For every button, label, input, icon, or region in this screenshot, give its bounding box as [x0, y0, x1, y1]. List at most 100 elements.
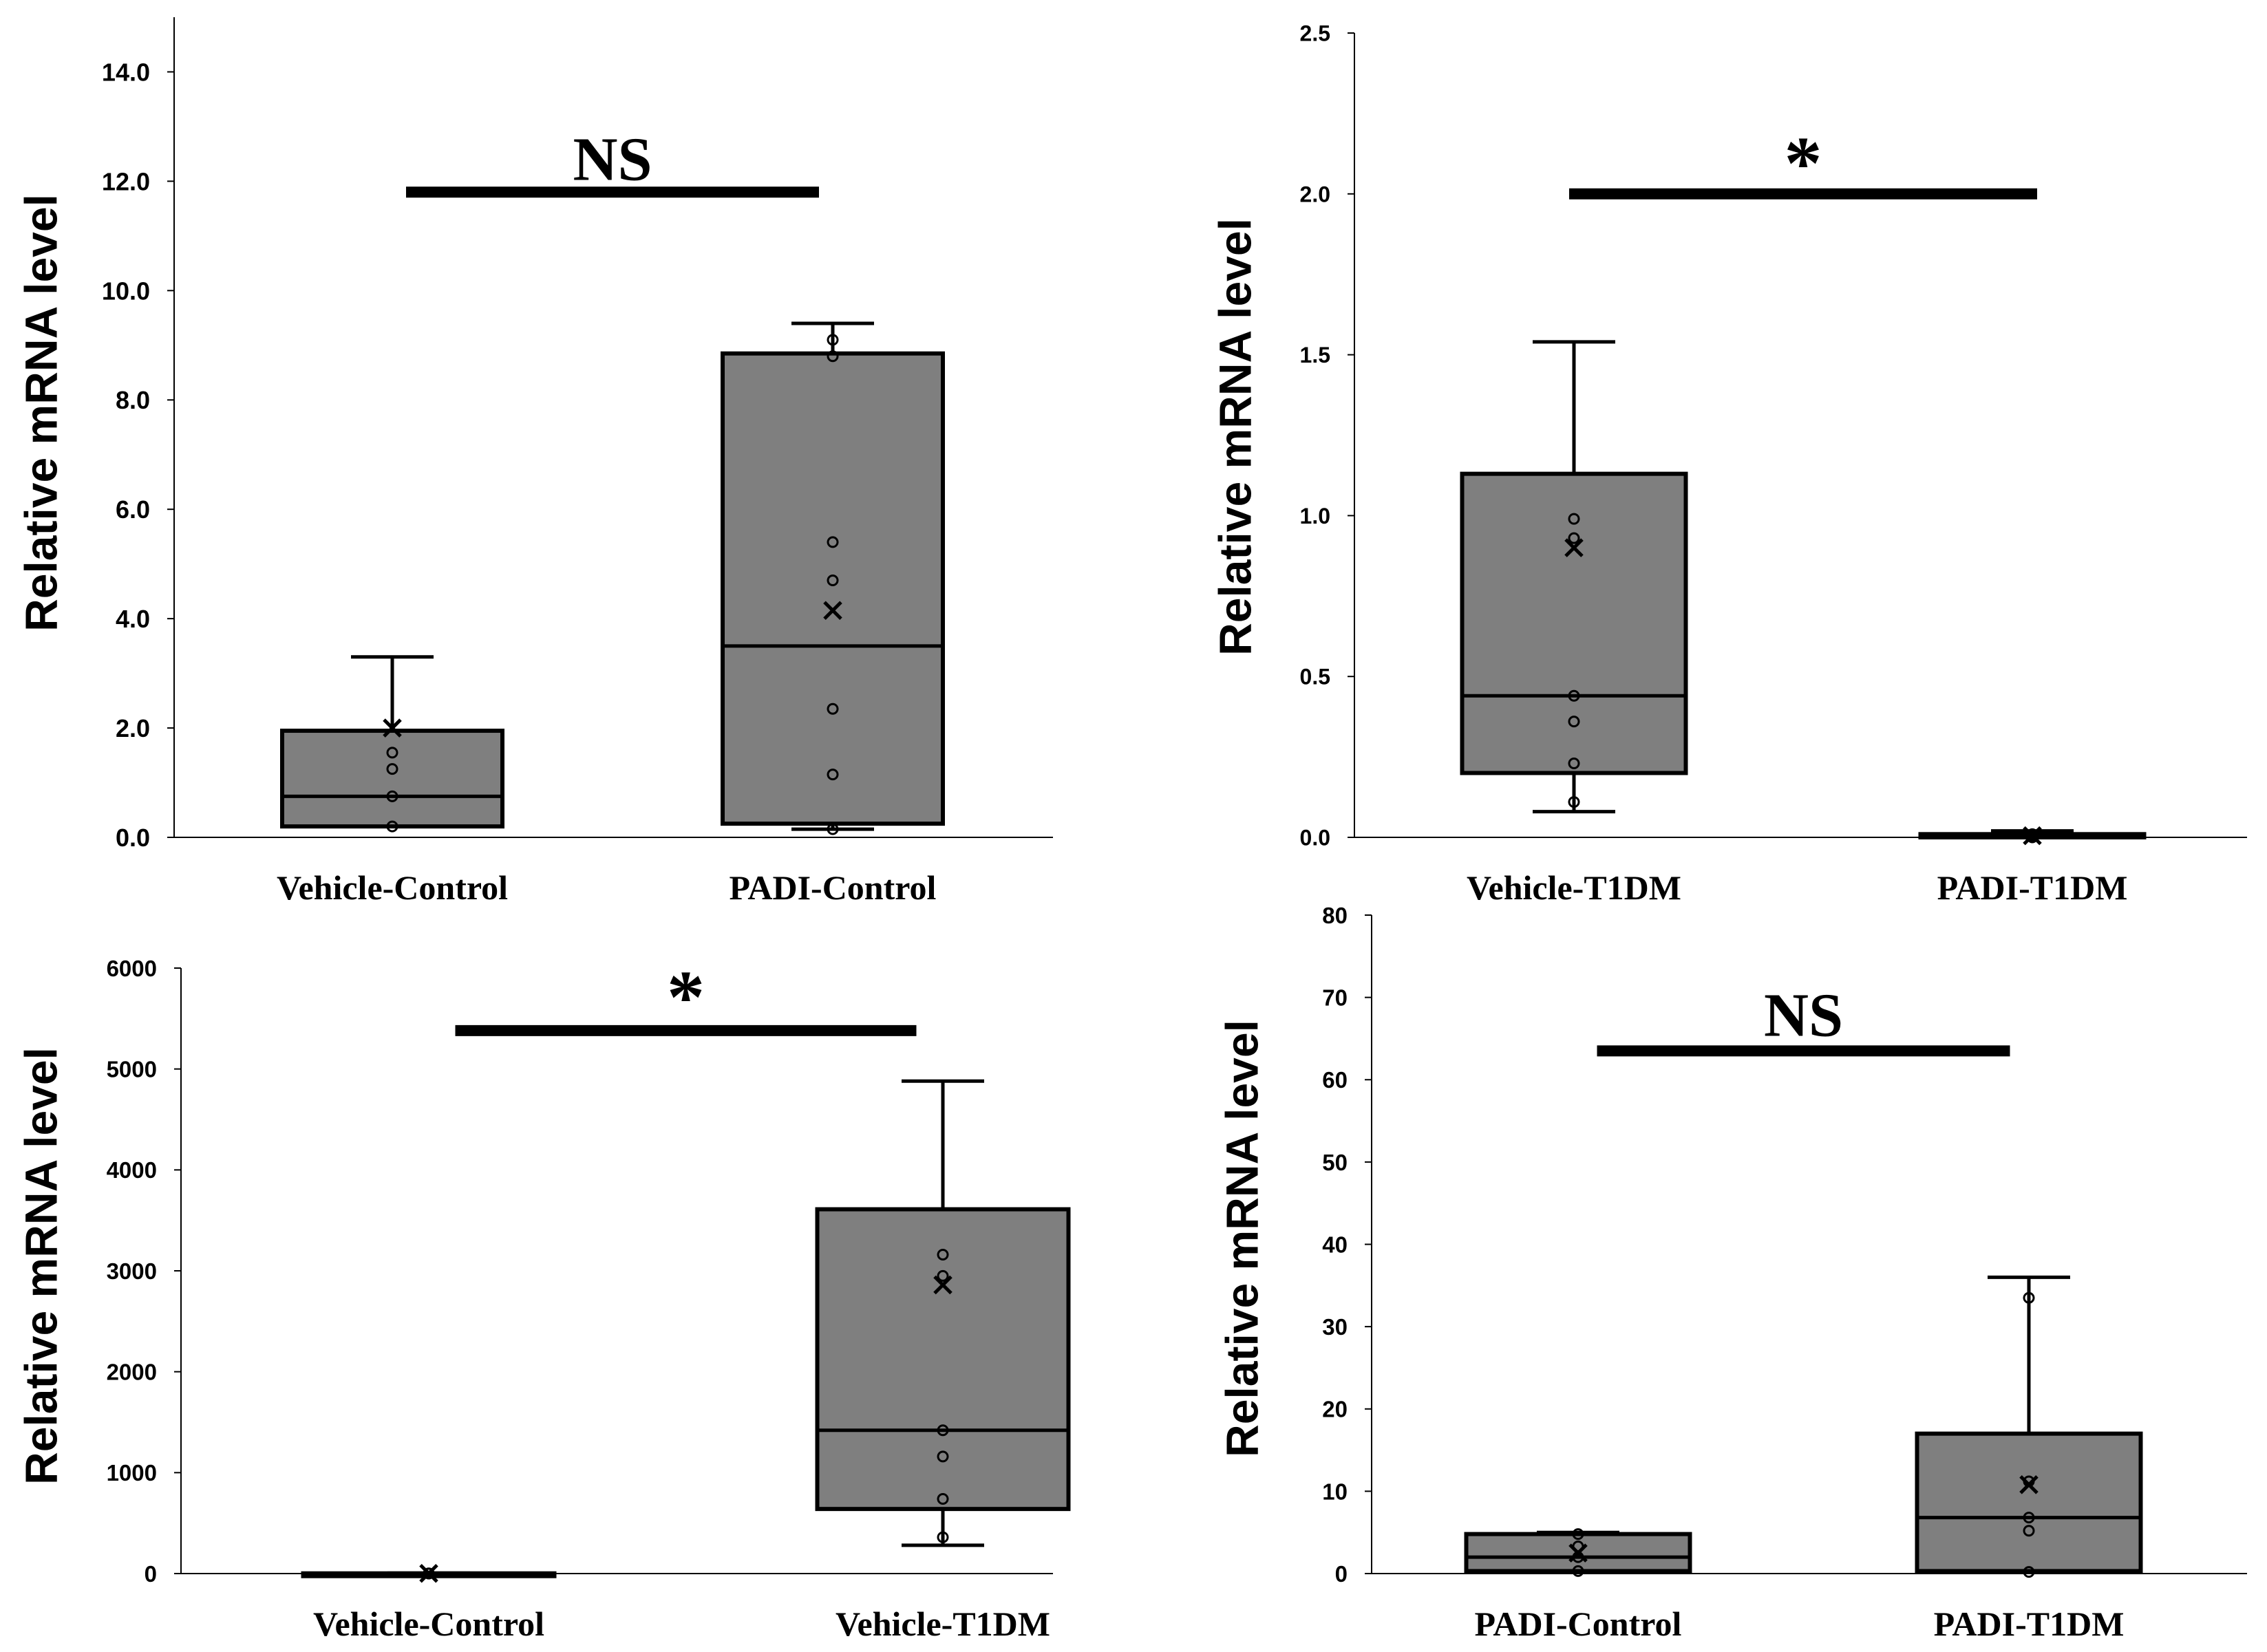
data-point [827, 823, 839, 835]
y-tick-label: 0 [145, 1561, 157, 1587]
y-tick-label: 2.0 [1300, 182, 1330, 206]
data-point [937, 1249, 949, 1261]
mean-marker-stroke [383, 718, 402, 738]
category-label: Vehicle-Control [313, 1605, 544, 1643]
data-point [1568, 757, 1580, 769]
data-point [827, 575, 839, 587]
mean-marker [933, 1275, 952, 1295]
y-tick-label: 10.0 [102, 277, 150, 305]
data-point [1572, 1565, 1584, 1577]
chart-panel-1: 0.0 2.0 4.0 6.0 8.0 10.0 12.0 14.0 Relative mRNA… [15, 17, 1053, 907]
data-point [1568, 689, 1580, 702]
mean-marker [2019, 1475, 2039, 1494]
y-tick-label: 8.0 [116, 386, 150, 414]
box-padi-t1dm [1915, 1275, 2143, 1578]
data-point [937, 1269, 949, 1282]
y-axis-title: Relative mRNA level [15, 194, 66, 632]
y-tick-label: 6000 [107, 956, 157, 981]
category-label: Vehicle-T1DM [836, 1605, 1050, 1643]
y-tick-label: 10 [1322, 1479, 1348, 1504]
box-padi-t1dm [1918, 826, 2147, 846]
y-tick-label: 0 [1335, 1561, 1348, 1587]
mean-marker-stroke [933, 1275, 952, 1295]
category-label: PADI-T1DM [1934, 1605, 2125, 1643]
category-label: Vehicle-T1DM [1467, 868, 1681, 907]
data-point [937, 1450, 949, 1463]
data-point [2023, 1291, 2035, 1304]
y-axis-title: Relative mRNA level [15, 1047, 66, 1485]
mean-marker [2023, 826, 2042, 846]
y-tick-label: 6.0 [116, 495, 150, 524]
box-vehicle-t1dm [1460, 340, 1688, 814]
data-point [1568, 532, 1580, 544]
data-point [827, 702, 839, 715]
data-point [827, 350, 839, 363]
y-tick-label: 80 [1322, 903, 1348, 928]
y-tick-label: 14.0 [102, 58, 150, 86]
y-tick-label: 2.0 [116, 714, 150, 742]
y-tick-label: 1000 [107, 1460, 157, 1485]
significance-label: NS [1764, 981, 1843, 1049]
y-tick-label: 2000 [107, 1360, 157, 1385]
y-tick-label: 1.0 [1300, 504, 1330, 528]
box-vehicle-control [301, 1563, 557, 1583]
data-point [386, 820, 398, 833]
y-tick-label: 20 [1322, 1397, 1348, 1422]
data-point [386, 790, 398, 802]
mean-marker-stroke [823, 601, 842, 620]
y-tick-label: 12.0 [102, 167, 150, 195]
data-point [937, 1424, 949, 1437]
data-point [1568, 513, 1580, 525]
data-point [937, 1531, 949, 1543]
data-point [386, 747, 398, 759]
mean-marker-stroke [1564, 538, 1584, 557]
y-tick-label: 5000 [107, 1057, 157, 1082]
y-tick-label: 70 [1322, 985, 1348, 1011]
data-point [827, 334, 839, 346]
data-point [937, 1492, 949, 1505]
mean-marker-stroke [2019, 1475, 2039, 1494]
mean-marker [1568, 1543, 1588, 1563]
data-point [2026, 828, 2039, 840]
data-point [827, 769, 839, 781]
significance-label: NS [573, 125, 652, 193]
chart-panel-2: 0.0 0.5 1.0 1.5 2.0 2.5 Relative mRNA level Veh… [1209, 21, 2247, 907]
y-tick-label: 2.5 [1300, 21, 1330, 46]
box-body [815, 1207, 1071, 1512]
y-tick-label: 40 [1322, 1232, 1348, 1257]
box-vehicle-t1dm [815, 1079, 1071, 1547]
y-tick-label: 60 [1322, 1067, 1348, 1093]
mean-marker-stroke [419, 1563, 438, 1583]
y-axis-title: Relative mRNA level [1216, 1020, 1267, 1457]
y-tick-label: 0.0 [116, 824, 150, 852]
mean-marker [419, 1563, 438, 1583]
mean-marker [383, 718, 402, 738]
chart-panel-3: 0 1000 2000 3000 4000 5000 6000 Relative mRNA l… [15, 955, 1071, 1643]
data-point [827, 536, 839, 548]
y-tick-label: 4000 [107, 1157, 157, 1183]
data-point [386, 763, 398, 775]
category-label: Vehicle-Control [277, 868, 508, 907]
box-padi-control [1464, 1528, 1692, 1577]
y-tick-label: 0.5 [1300, 665, 1330, 689]
data-point [1572, 1528, 1584, 1541]
mean-marker [823, 601, 842, 620]
box-padi-control [721, 321, 945, 835]
data-point [423, 1567, 435, 1580]
data-point [2023, 1525, 2035, 1537]
y-axis-title: Relative mRNA level [1209, 218, 1260, 656]
box-body [721, 351, 945, 826]
y-tick-label: 0.0 [1300, 826, 1330, 850]
data-point [1568, 796, 1580, 808]
y-tick-label: 50 [1322, 1150, 1348, 1175]
data-point [1568, 716, 1580, 728]
y-tick-label: 3000 [107, 1258, 157, 1284]
box-body [1915, 1431, 2143, 1574]
y-tick-label: 30 [1322, 1314, 1348, 1340]
significance-label: * [667, 955, 705, 1039]
significance-label: * [1785, 121, 1822, 205]
data-point [2023, 1512, 2035, 1524]
data-point [2023, 1566, 2035, 1578]
category-label: PADI-Control [730, 868, 937, 907]
